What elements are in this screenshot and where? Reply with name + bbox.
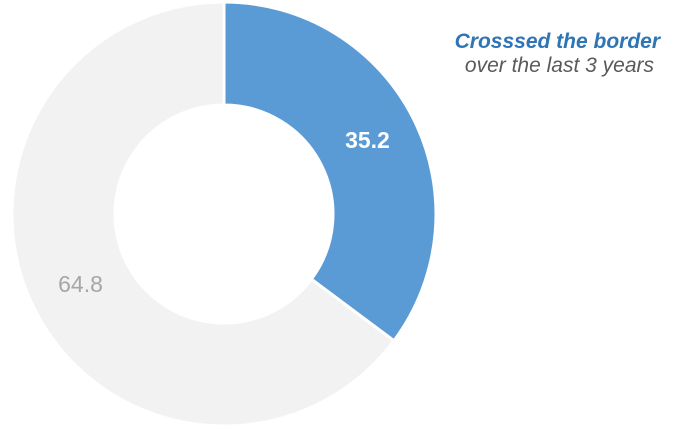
donut-slice-1 (222, 0, 438, 343)
donut-labels: 35.2 64.8 (58, 127, 390, 297)
annotation-title: Crosssed the border (454, 30, 660, 53)
data-label-2: 64.8 (58, 271, 103, 297)
donut-slices (10, 0, 438, 428)
chart-annotation: Crosssed the border over the last 3 year… (455, 30, 660, 78)
donut-slice-2 (10, 0, 397, 428)
annotation-subtitle: over the last 3 years (464, 54, 654, 78)
data-label-1: 35.2 (345, 127, 390, 153)
